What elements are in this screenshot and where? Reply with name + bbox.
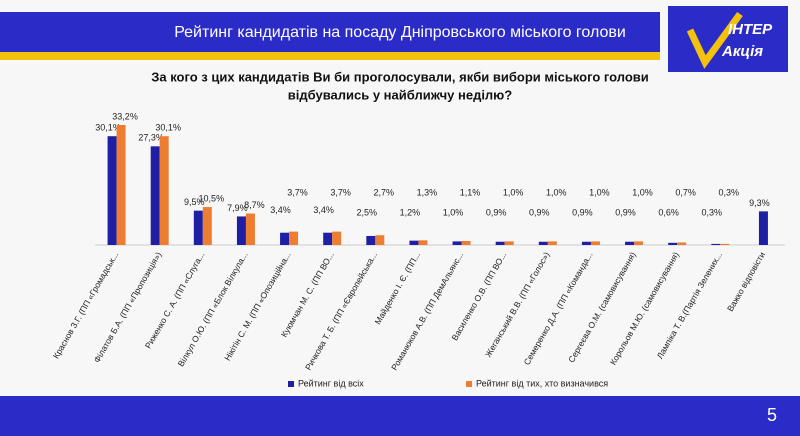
bar [634,241,644,245]
value-label: 3,4% [270,205,291,215]
bar [452,241,462,245]
value-label: 30,1% [95,123,121,133]
value-label: 0,9% [529,207,550,217]
bar [461,241,471,245]
logo-check [686,11,743,69]
legend-swatch [288,381,294,387]
value-label: 7,9% [227,203,248,213]
bar [711,243,721,245]
value-label: 30,1% [155,123,181,133]
bar [280,232,290,245]
value-label: 2,5% [357,207,378,217]
value-label: 0,3% [702,207,723,217]
bar [150,146,160,245]
bar [193,210,203,245]
header-title: Рейтинг кандидатів на посаду Дніпровсько… [174,24,626,41]
bar [495,241,505,245]
value-label: 1,0% [589,187,610,197]
bar [202,207,212,245]
bar [289,231,299,245]
value-label: 9,3% [749,198,770,208]
chart-title: відбувались у найближчу неділю? [288,87,513,102]
bar [538,241,548,245]
logo-text: ІНТЕР [728,21,773,38]
value-label: 1,0% [632,187,653,197]
bar [116,125,126,245]
bar [547,241,557,245]
value-label: 1,0% [443,207,464,217]
header-bar [0,12,660,52]
value-label: 1,2% [400,207,421,217]
bar [236,216,246,245]
bar [375,235,385,245]
bar [332,231,342,245]
bar [720,243,730,245]
logo-text: Акція [721,43,763,60]
value-label: 0,9% [486,207,507,217]
bar [245,213,255,245]
logo-box [668,6,788,72]
bar [504,241,514,245]
bar [668,242,678,245]
value-label: 33,2% [112,111,138,121]
chart-title: За кого з цих кандидатів Ви би проголосу… [151,69,649,84]
bar [323,232,333,245]
page-number: 5 [767,405,777,425]
value-label: 8,7% [244,200,265,210]
bar [418,240,428,245]
value-label: 0,3% [719,187,740,197]
value-label: 0,6% [658,207,679,217]
value-label: 0,9% [572,207,593,217]
value-label: 1,0% [546,187,567,197]
value-label: 27,3% [138,133,164,143]
value-label: 3,7% [330,187,351,197]
bar [409,240,419,245]
header-stripe [0,52,660,60]
bar [107,136,117,245]
legend-label: Рейтинг від тих, хто визначився [476,378,608,388]
value-label: 1,1% [460,187,481,197]
legend-label: Рейтинг від всіх [298,378,364,388]
value-label: 0,7% [675,187,696,197]
value-label: 1,0% [503,187,524,197]
footer-bar [0,396,800,436]
value-label: 3,7% [287,187,308,197]
bar [625,241,635,245]
bar [590,241,600,245]
bar [366,235,376,245]
legend-swatch [466,381,472,387]
bar [581,241,591,245]
value-label: 1,3% [417,187,438,197]
bar [159,136,169,245]
bar [758,211,768,245]
value-label: 0,9% [615,207,636,217]
value-label: 3,4% [313,205,334,215]
value-label: 10,5% [199,193,225,203]
bar [677,242,687,245]
value-label: 2,7% [374,187,395,197]
value-label: 9,5% [184,197,205,207]
